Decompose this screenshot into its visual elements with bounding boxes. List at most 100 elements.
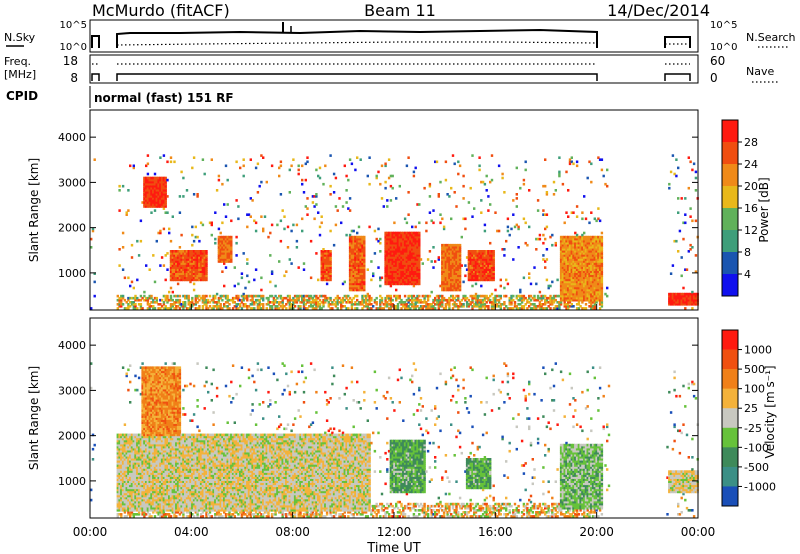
- heatmap-cell: [398, 294, 401, 298]
- heatmap-cell: [265, 180, 268, 184]
- heatmap-cell: [402, 237, 405, 241]
- heatmap-cell: [469, 252, 472, 255]
- heatmap-cell: [405, 260, 409, 263]
- heatmap-cell: [451, 282, 455, 286]
- heatmap-cell: [418, 237, 421, 241]
- heatmap-cell: [517, 294, 520, 298]
- heatmap-cell: [441, 262, 444, 265]
- heatmap-cell: [320, 256, 323, 259]
- heatmap-cell: [476, 254, 479, 257]
- heatmap-cell: [694, 219, 698, 223]
- nave-label: Nave: [746, 65, 774, 78]
- heatmap-cell: [384, 270, 387, 273]
- heatmap-cell: [359, 158, 362, 161]
- heatmap-cell: [361, 280, 364, 284]
- heatmap-cell: [127, 368, 130, 372]
- heatmap-cell: [389, 235, 393, 239]
- heatmap-cell: [311, 301, 315, 304]
- heatmap-cell: [364, 298, 368, 302]
- heatmap-cell: [136, 296, 139, 300]
- heatmap-cell: [439, 221, 442, 225]
- heatmap-cell: [450, 280, 453, 284]
- heatmap-cell: [235, 296, 238, 300]
- heatmap-cell: [520, 307, 524, 310]
- heatmap-cell: [153, 296, 157, 300]
- heatmap-cell: [354, 303, 357, 306]
- heatmap-cell: [391, 239, 394, 243]
- heatmap-cell: [221, 243, 224, 247]
- heatmap-cell: [409, 239, 412, 243]
- heatmap-cell: [194, 256, 197, 259]
- heatmap-cell: [450, 288, 453, 292]
- heatmap-cell: [345, 301, 348, 304]
- heatmap-cell: [155, 176, 158, 180]
- heatmap-cell: [487, 270, 490, 273]
- heatmap-cell: [153, 203, 157, 206]
- heatmap-cell: [187, 272, 190, 275]
- heatmap-cell: [474, 272, 478, 275]
- heatmap-cell: [357, 284, 361, 288]
- heatmap-cell: [506, 307, 510, 310]
- heatmap-cell: [283, 305, 286, 308]
- heatmap-cell: [350, 254, 354, 257]
- heatmap-cell: [418, 235, 421, 239]
- heatmap-cell: [262, 229, 265, 233]
- heatmap-cell: [199, 268, 203, 271]
- heatmap-cell: [476, 260, 479, 263]
- heatmap-cell: [302, 191, 306, 194]
- heatmap-cell: [153, 193, 157, 196]
- heatmap-cell: [199, 276, 203, 280]
- heatmap-cell: [150, 186, 153, 190]
- heatmap-cell: [412, 252, 416, 255]
- heatmap-cell: [350, 284, 354, 288]
- heatmap-cell: [233, 284, 236, 288]
- heatmap-cell: [169, 274, 173, 278]
- cpid-label: CPID: [6, 89, 38, 103]
- heatmap-cell: [414, 262, 417, 265]
- heatmap-cell: [691, 168, 694, 172]
- heatmap-cell: [129, 296, 132, 300]
- heatmap-cell: [455, 288, 458, 292]
- heatmap-cell: [361, 307, 364, 310]
- heatmap-cell: [485, 256, 488, 259]
- heatmap-cell: [480, 270, 483, 273]
- heatmap-cell: [187, 260, 190, 263]
- heatmap-cell: [508, 296, 511, 300]
- heatmap-cell: [451, 248, 455, 251]
- heatmap-cell: [132, 296, 135, 300]
- heatmap-cell: [558, 156, 561, 159]
- heatmap-cell: [327, 270, 330, 273]
- heatmap-cell: [533, 294, 536, 298]
- heatmap-cell: [426, 305, 430, 308]
- heatmap-cell: [460, 264, 463, 267]
- heatmap-cell: [162, 189, 166, 192]
- heatmap-cell: [146, 172, 150, 176]
- heatmap-cell: [481, 276, 485, 280]
- heatmap-cell: [451, 298, 455, 302]
- heatmap-cell: [395, 278, 398, 282]
- heatmap-cell: [416, 254, 419, 257]
- heatmap-cell: [171, 305, 174, 308]
- heatmap-cell: [361, 254, 364, 257]
- heatmap-cell: [426, 258, 430, 261]
- heatmap-cell: [492, 252, 495, 255]
- heatmap-cell: [182, 195, 185, 198]
- nsky-trace: [91, 28, 691, 48]
- heatmap-cell: [490, 270, 494, 273]
- heatmap-cell: [396, 246, 400, 249]
- heatmap-cell: [184, 258, 187, 261]
- heatmap-cell: [143, 182, 146, 186]
- heatmap-cell: [363, 286, 366, 290]
- heatmap-cell: [474, 270, 478, 273]
- heatmap-cell: [570, 156, 573, 159]
- heatmap-cell: [567, 215, 570, 218]
- heatmap-cell: [538, 233, 542, 237]
- heatmap-cell: [489, 260, 492, 263]
- heatmap-cell: [148, 305, 151, 308]
- heatmap-cell: [395, 233, 398, 237]
- heatmap-cell: [462, 296, 465, 300]
- heatmap-cell: [412, 280, 416, 284]
- heatmap-cell: [361, 252, 364, 255]
- heatmap-cell: [455, 268, 458, 271]
- heatmap-cell: [400, 298, 403, 302]
